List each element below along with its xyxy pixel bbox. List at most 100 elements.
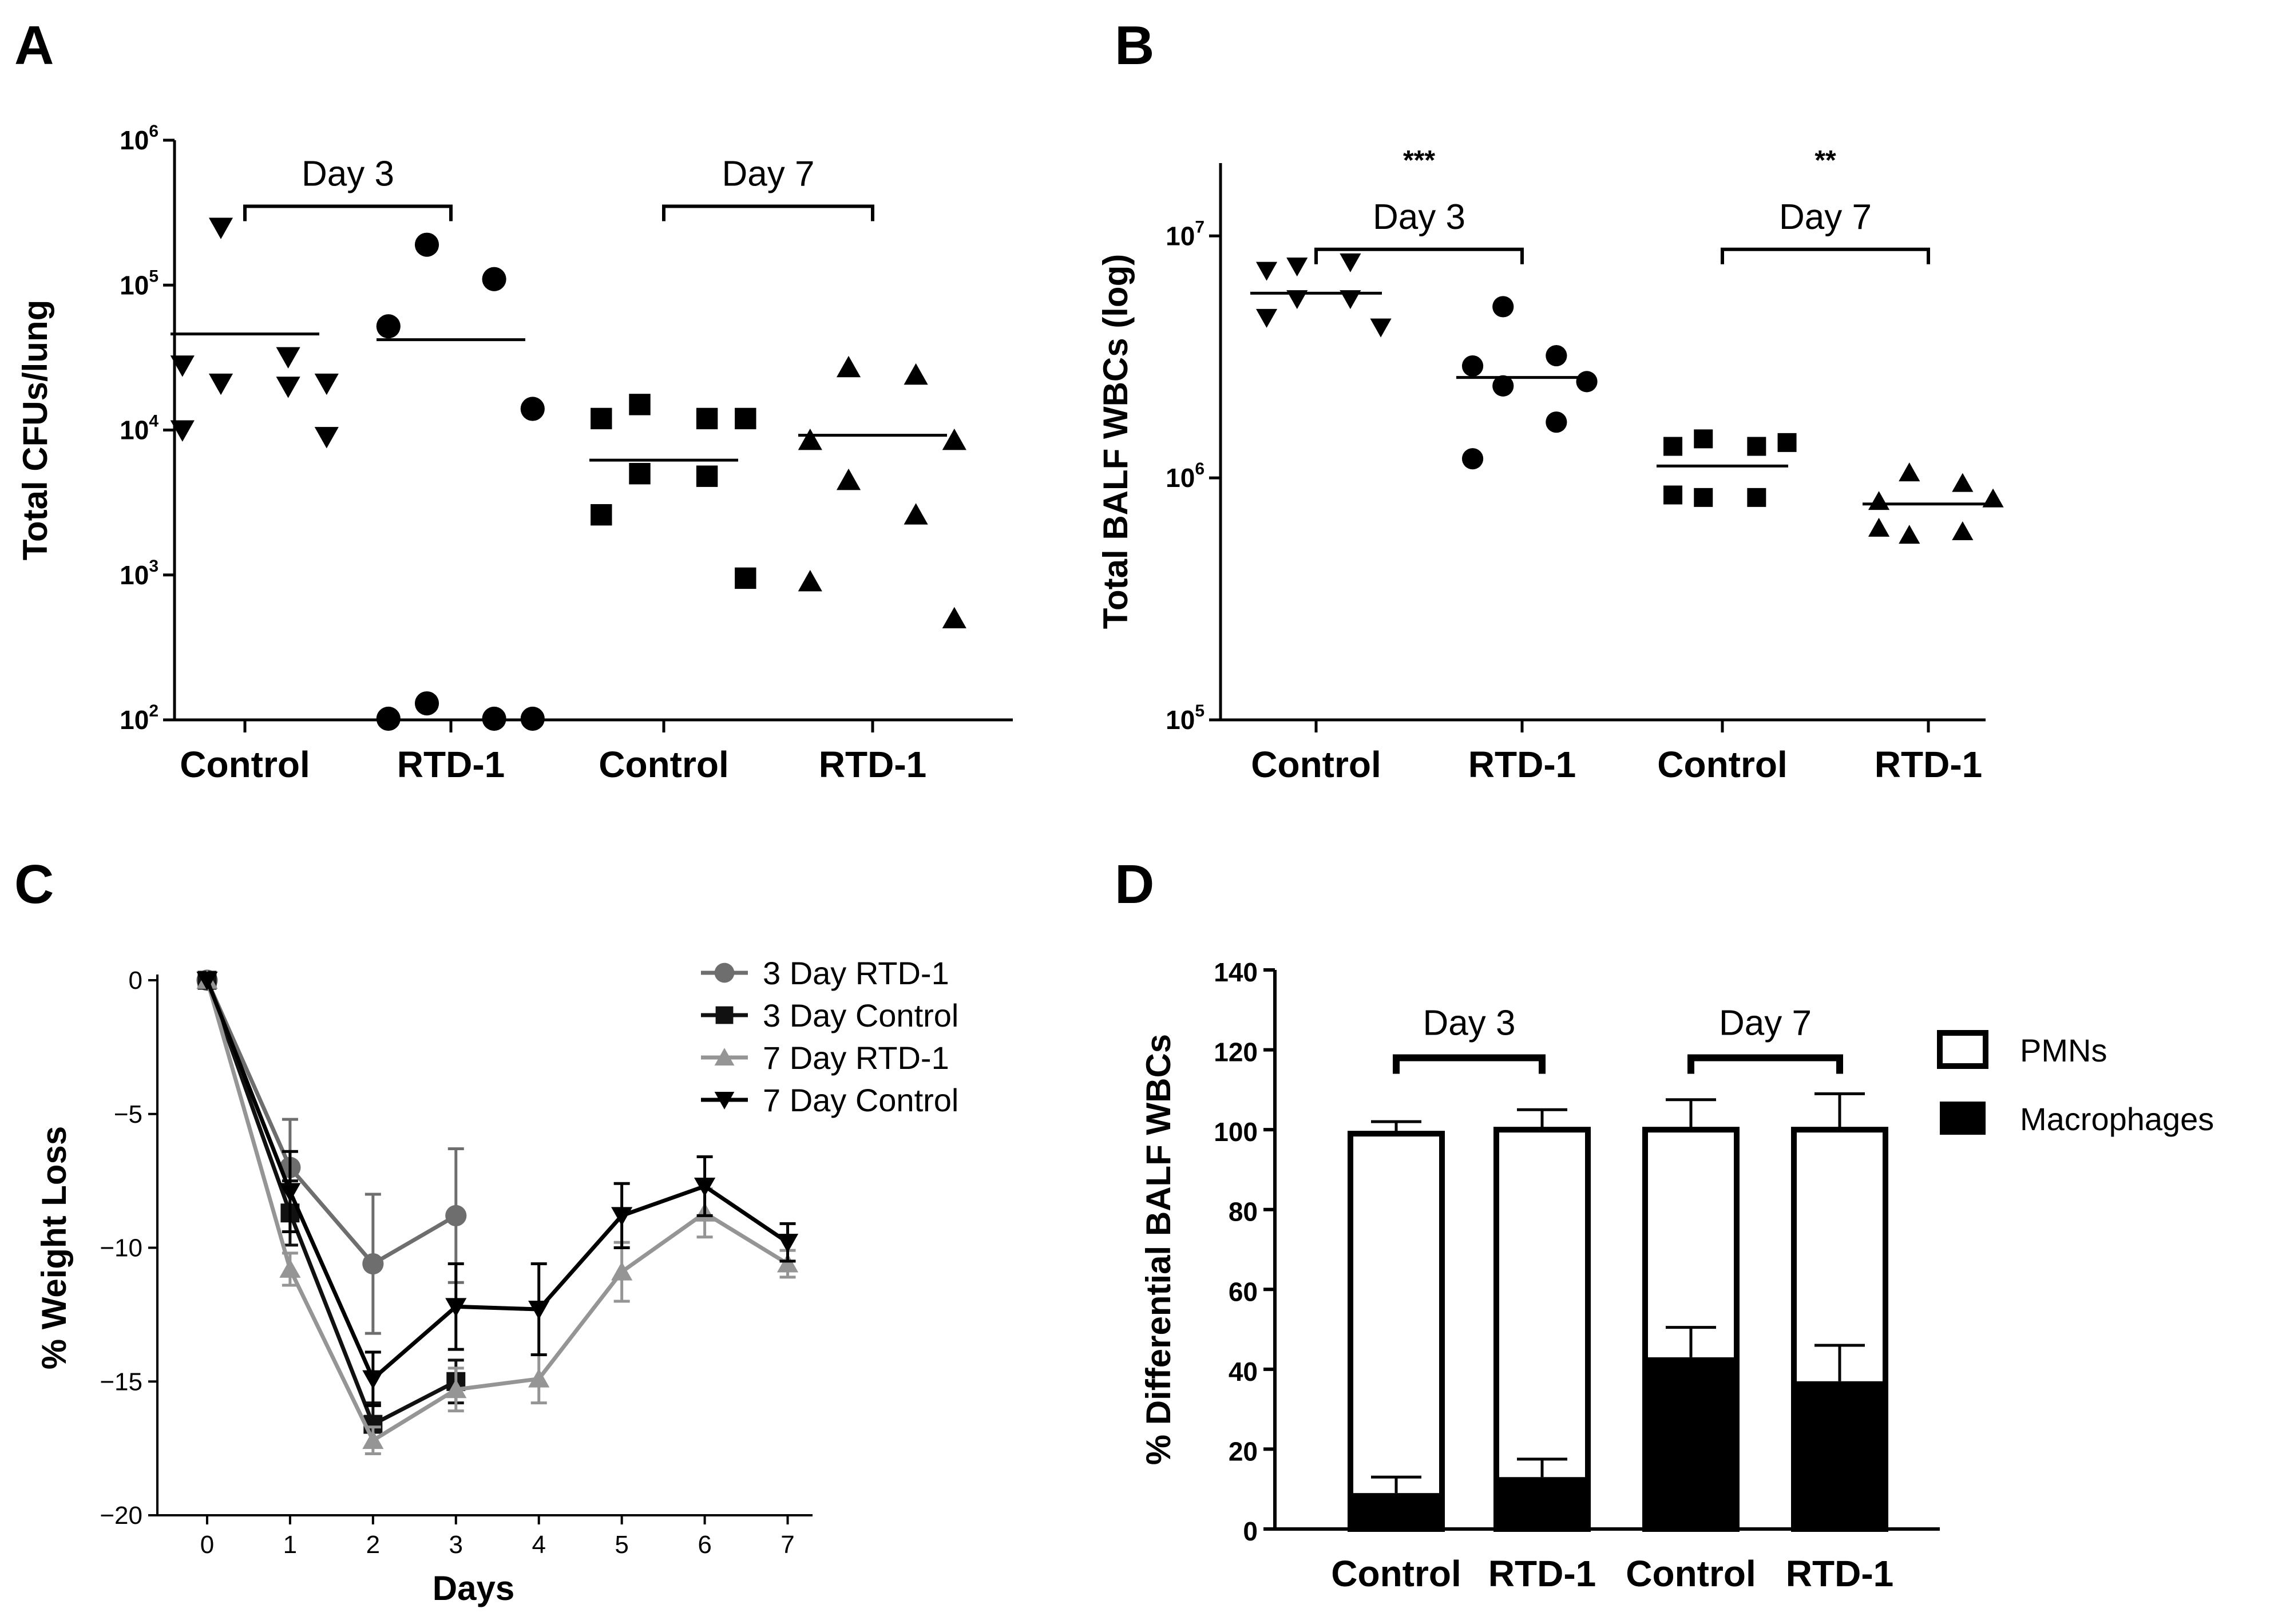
y-axis-title: % Differential BALF WBCs (1139, 1034, 1178, 1465)
legend-label: 3 Day RTD-1 (763, 955, 949, 991)
comparison-bracket (662, 204, 874, 221)
data-point (1546, 344, 1567, 367)
data-point (694, 1177, 716, 1197)
data-point (414, 691, 439, 716)
series-line (205, 979, 789, 1383)
legend-label: 7 Day RTD-1 (763, 1040, 949, 1076)
data-point (1286, 258, 1308, 277)
x-tick-label: 6 (698, 1531, 711, 1559)
data-point (1461, 448, 1484, 470)
panel-c: C 0 −5 −10 −15 −20 0 1 2 3 4 5 6 7 Days % Weight Loss 3 … (14, 854, 958, 1607)
data-point (1952, 521, 1974, 540)
legend-marker (714, 962, 735, 983)
legend-label: Macrophages (2020, 1101, 2214, 1137)
x-tick-label: RTD-1 (397, 744, 505, 785)
bar-macrophages (1645, 1357, 1737, 1529)
bracket-label: Day 7 (722, 154, 815, 193)
y-axis-title: Total BALF WBCs (log) (1096, 254, 1135, 629)
comparison-bracket (1687, 1054, 1843, 1074)
y-tick-label: 100 (1214, 1117, 1258, 1147)
x-tick-label: RTD-1 (1786, 1553, 1893, 1594)
data-point (1255, 262, 1278, 281)
data-point (591, 407, 612, 430)
bar-macrophages (1350, 1493, 1442, 1529)
y-tick-label: 40 (1229, 1357, 1258, 1387)
data-point (482, 706, 506, 731)
data-point (196, 972, 218, 991)
data-point (1982, 488, 2004, 508)
x-tick-label: 3 (449, 1531, 463, 1559)
comparison-bracket (1314, 247, 1524, 264)
legend-marker (714, 1092, 735, 1110)
y-tick-label: 107 (1166, 217, 1205, 251)
y-tick-label: 80 (1229, 1197, 1258, 1227)
data-point (1492, 375, 1514, 397)
y-tick-label: 106 (1166, 460, 1205, 493)
bracket-label: Day 3 (302, 154, 394, 193)
data-point (414, 232, 439, 257)
bracket-label: Day 3 (1373, 197, 1465, 237)
data-point (376, 314, 401, 339)
y-tick-label: 105 (1166, 702, 1205, 735)
x-tick-label: RTD-1 (819, 744, 926, 785)
x-tick-label: RTD-1 (1468, 744, 1576, 785)
data-point (362, 1430, 384, 1449)
data-point (170, 355, 195, 377)
data-point (696, 465, 718, 487)
y-tick-label: 102 (120, 702, 159, 735)
legend-label: 7 Day Control (763, 1082, 958, 1118)
y-tick-label: 106 (120, 122, 159, 155)
data-point (279, 1258, 301, 1278)
y-tick-label: 105 (120, 267, 159, 300)
data-point (520, 397, 545, 421)
data-point (1747, 437, 1766, 456)
data-point (445, 1298, 467, 1317)
data-point (1747, 488, 1766, 507)
data-point (629, 394, 651, 415)
data-point (520, 706, 545, 731)
series-line (205, 979, 457, 1267)
bar-macrophages (1794, 1381, 1885, 1529)
y-tick-label: 120 (1214, 1037, 1258, 1067)
y-tick-label: −20 (100, 1502, 142, 1530)
data-point (1694, 429, 1713, 449)
data-point (798, 569, 822, 592)
data-point (735, 407, 756, 430)
y-tick-label: −10 (100, 1234, 142, 1262)
data-point (1255, 308, 1278, 328)
series-line (205, 980, 789, 1444)
x-tick-label: 0 (200, 1531, 214, 1559)
data-point (208, 373, 233, 395)
legend-swatch-pmns (1937, 1030, 1988, 1069)
y-tick-label: 0 (129, 967, 142, 995)
comparison-bracket (243, 204, 453, 221)
data-point (942, 607, 966, 628)
legend-label: PMNs (2020, 1032, 2107, 1068)
significance-label: *** (1403, 145, 1435, 176)
data-point (836, 468, 861, 490)
data-point (1461, 355, 1484, 377)
x-tick-label: Control (599, 744, 729, 785)
data-point (528, 1301, 550, 1320)
x-tick-label: 5 (615, 1531, 628, 1559)
data-point (528, 1368, 550, 1388)
data-point (1286, 290, 1308, 310)
data-point (1370, 318, 1392, 338)
data-point (1868, 517, 1890, 537)
legend-swatch-macrophages (1940, 1102, 1986, 1135)
panel-d: D 0 20 40 60 80 100 120 140 % Differential BALF W… (1115, 854, 2214, 1594)
data-point (629, 463, 651, 485)
data-point (170, 420, 195, 442)
data-point (362, 1253, 384, 1275)
data-point (611, 1207, 633, 1226)
data-point (1340, 253, 1361, 272)
panel-b: B 105 106 107 Total BALF WBCs (log) Control RT… (1096, 15, 2004, 785)
data-point (836, 355, 861, 378)
data-point (314, 373, 339, 395)
data-point (362, 1370, 384, 1389)
data-point (798, 428, 822, 450)
data-point (279, 1183, 301, 1202)
y-tick-label: 0 (1243, 1516, 1258, 1546)
data-point (904, 363, 928, 385)
panel-letter: A (14, 15, 54, 76)
